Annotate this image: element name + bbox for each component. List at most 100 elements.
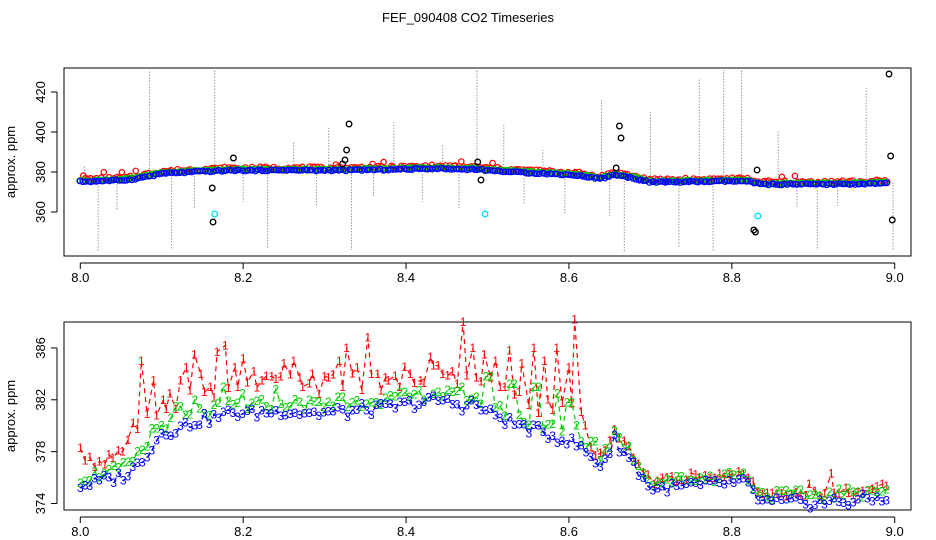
bottom-series3-label: 3: [821, 498, 828, 512]
bottom-series1-label: 1: [806, 477, 813, 491]
top-black-outlier: [477, 176, 485, 184]
bottom-series3-label: 3: [253, 410, 260, 424]
bottom-series2-label: 2: [845, 482, 852, 496]
bottom-series3-label: 3: [592, 457, 599, 471]
bottom-series3-label: 3: [645, 480, 652, 494]
bottom-series3-label: 3: [535, 419, 542, 433]
bottom-series3-label: 3: [473, 398, 480, 412]
top-x-tick-label: 8.2: [234, 270, 252, 285]
bottom-series2-label: 2: [158, 418, 165, 432]
bottom-series2-label: 2: [354, 393, 361, 407]
bottom-series1-label: 1: [253, 381, 260, 395]
top-black-outlier: [615, 122, 623, 130]
bottom-series3-label: 3: [225, 403, 232, 417]
bottom-series2-label: 2: [878, 485, 885, 499]
bottom-series3-label: 3: [659, 480, 666, 494]
bottom-series1-label: 1: [481, 347, 488, 361]
bottom-series1-label: 1: [726, 467, 733, 481]
bottom-series2-label: 2: [115, 460, 122, 474]
bottom-series2-label: 2: [659, 476, 666, 490]
bottom-series1-label: 1: [879, 477, 886, 491]
bottom-series2-label: 2: [549, 417, 556, 431]
bottom-series1-label: 1: [469, 341, 476, 355]
bottom-series1-label: 1: [160, 393, 167, 407]
bottom-series1-label: 1: [240, 351, 247, 365]
bottom-series3-label: 3: [149, 444, 156, 458]
top-black-outlier: [209, 218, 217, 226]
bottom-series1-label: 1: [611, 423, 618, 437]
bottom-series2-label: 2: [344, 400, 351, 414]
bottom-series1-label: 1: [368, 367, 375, 381]
bottom-series2-label: 2: [697, 471, 704, 485]
bottom-series3-label: 3: [397, 395, 404, 409]
bottom-series3-label: 3: [711, 474, 718, 488]
bottom-series2-label: 2: [645, 473, 652, 487]
bottom-series3-label: 3: [692, 476, 699, 490]
bottom-series1-label: 1: [773, 487, 780, 501]
bottom-series2-label: 2: [673, 469, 680, 483]
bottom-series3-label: 3: [721, 477, 728, 491]
top-x-tick-label: 8.8: [723, 270, 741, 285]
top-s3-point: [789, 181, 797, 188]
bottom-series3-label: 3: [96, 474, 103, 488]
top-s3-point: [306, 166, 314, 174]
bottom-series2-label: 2: [482, 370, 489, 384]
bottom-series2-label: 2: [688, 473, 695, 487]
bottom-series2-label: 2: [525, 418, 532, 432]
top-s1-point: [457, 158, 465, 165]
bottom-series1-label: 1: [659, 471, 666, 485]
bottom-series3-label: 3: [506, 410, 513, 424]
bottom-series3-label: 3: [153, 434, 160, 448]
bottom-series2-label: 2: [773, 484, 780, 498]
bottom-series2-label: 2: [416, 384, 423, 398]
top-s3-point: [303, 167, 311, 174]
bottom-series1-label: 1: [259, 373, 266, 387]
top-black-outlier: [612, 164, 620, 172]
bottom-x-tick-label: 9.0: [886, 524, 904, 539]
bottom-series2-label: 2: [864, 484, 871, 498]
bottom-series3-label: 3: [368, 408, 375, 422]
bottom-series3-label: 3: [292, 406, 299, 420]
bottom-series1-label: 1: [153, 408, 160, 422]
top-s3-point: [261, 167, 269, 175]
bottom-y-tick-label: 374: [33, 493, 48, 515]
bottom-series3-label: 3: [521, 417, 528, 431]
bottom-series2-label: 2: [168, 411, 175, 425]
bottom-series1-label: 1: [299, 380, 306, 394]
bottom-series3-label: 3: [187, 421, 194, 435]
bottom-series2-label: 2: [516, 408, 523, 422]
bottom-series1-label: 1: [535, 406, 542, 420]
bottom-series3-label: 3: [859, 487, 866, 501]
bottom-series3-label: 3: [440, 394, 447, 408]
bottom-series2-label: 2: [358, 400, 365, 414]
bottom-series2-label: 2: [821, 493, 828, 507]
bottom-series2-label: 2: [182, 408, 189, 422]
bottom-series3-label: 3: [468, 394, 475, 408]
bottom-series2-label: 2: [726, 466, 733, 480]
top-series: [76, 158, 891, 189]
bottom-series3-label: 3: [177, 419, 184, 433]
bottom-series2-label: 2: [86, 474, 93, 488]
bottom-series2-label: 2: [640, 466, 647, 480]
bottom-series2-label: 2: [521, 416, 528, 430]
bottom-series2-label: 2: [797, 483, 804, 497]
top-s3-point: [514, 168, 522, 176]
bottom-series2-label: 2: [678, 470, 685, 484]
bottom-series1-label: 1: [874, 479, 881, 493]
bottom-series3-label: 3: [530, 418, 537, 432]
bottom-series1-label: 1: [281, 357, 288, 371]
bottom-series2-label: 2: [716, 472, 723, 486]
top-s3-point: [836, 180, 844, 187]
bottom-series2-label: 2: [120, 455, 127, 469]
bottom-series2-label: 2: [502, 409, 509, 423]
bottom-series1-label: 1: [607, 434, 614, 448]
top-s3-point: [609, 171, 617, 179]
bottom-series1-label: 1: [678, 473, 685, 487]
bottom-series2-label: 2: [669, 475, 676, 489]
bottom-series1-label: 1: [802, 489, 809, 503]
bottom-series3-label: 3: [196, 418, 203, 432]
bottom-series1-label: 1: [444, 369, 451, 383]
bottom-series1-label: 1: [812, 484, 819, 498]
bottom-series2-label: 2: [301, 402, 308, 416]
